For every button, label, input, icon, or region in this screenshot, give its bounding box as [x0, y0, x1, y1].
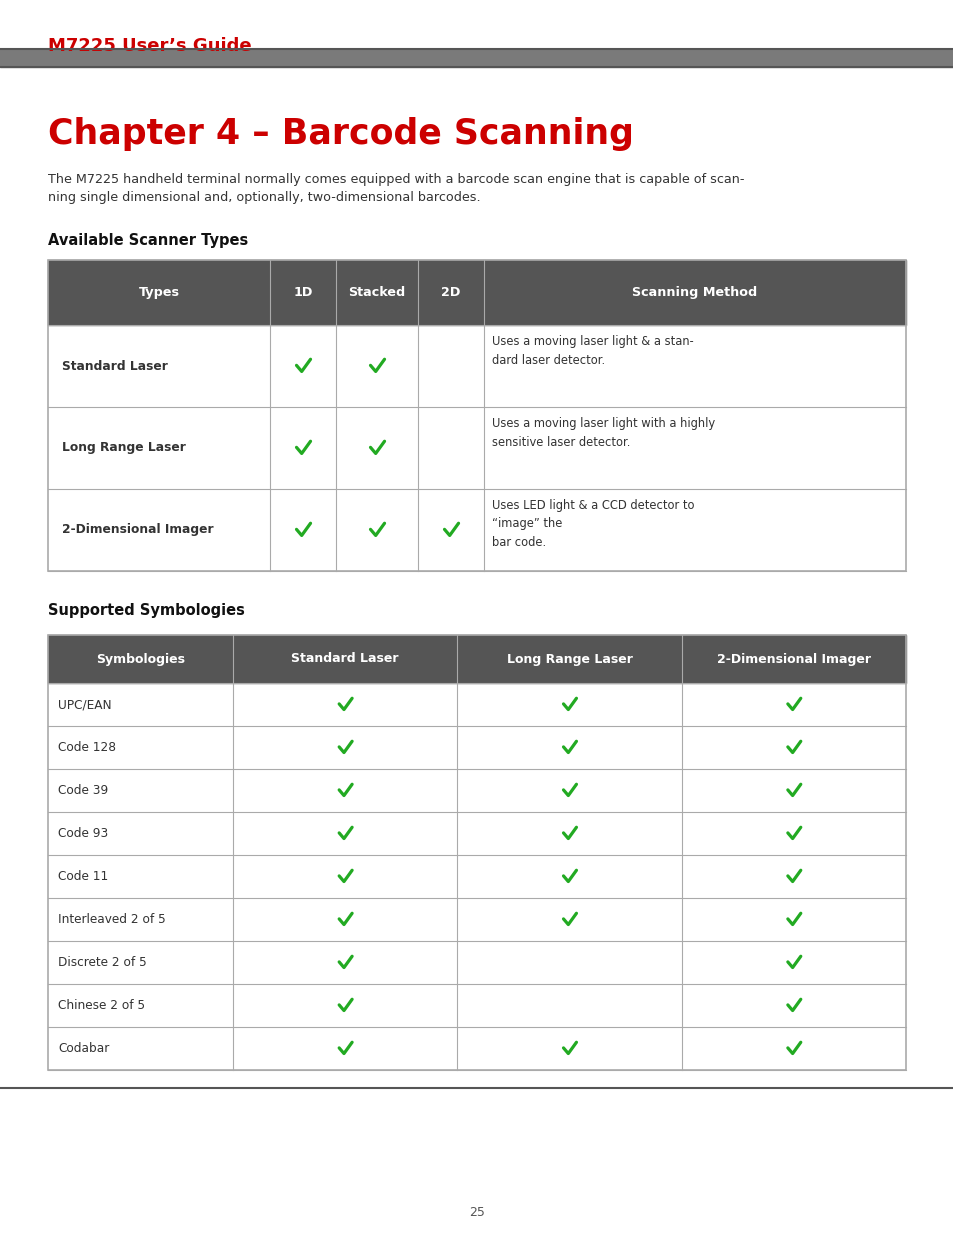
Bar [48, 683, 905, 726]
Text: M7225 User’s Guide: M7225 User’s Guide [48, 37, 252, 56]
Text: 2-Dimensional Imager: 2-Dimensional Imager [62, 524, 213, 536]
Bar [48, 635, 905, 683]
Text: Code 11: Code 11 [58, 869, 108, 883]
Text: Chinese 2 of 5: Chinese 2 of 5 [58, 999, 145, 1011]
Text: Scanning Method: Scanning Method [632, 287, 757, 299]
Text: Long Range Laser: Long Range Laser [62, 441, 186, 454]
Text: Stacked: Stacked [348, 287, 405, 299]
Text: Chapter 4 – Barcode Scanning: Chapter 4 – Barcode Scanning [48, 117, 633, 151]
Text: Symbologies: Symbologies [96, 652, 185, 666]
Text: UPC/EAN: UPC/EAN [58, 698, 112, 711]
Text: Standard Laser: Standard Laser [62, 359, 168, 373]
Text: Supported Symbologies: Supported Symbologies [48, 603, 245, 618]
Text: Uses a moving laser light with a highly
sensitive laser detector.: Uses a moving laser light with a highly … [492, 417, 715, 448]
Text: Code 93: Code 93 [58, 827, 108, 840]
Bar [48, 635, 905, 1070]
Bar [48, 941, 905, 984]
Bar [48, 898, 905, 941]
Text: 1D: 1D [293, 287, 313, 299]
Bar [48, 261, 905, 571]
Text: Uses LED light & a CCD detector to
“image” the
bar code.: Uses LED light & a CCD detector to “imag… [492, 499, 694, 550]
Text: Code 128: Code 128 [58, 741, 116, 755]
Text: Standard Laser: Standard Laser [291, 652, 398, 666]
Bar [48, 408, 905, 489]
Text: The M7225 handheld terminal normally comes equipped with a barcode scan engine t: The M7225 handheld terminal normally com… [48, 173, 743, 205]
Text: 2D: 2D [441, 287, 460, 299]
Bar [48, 325, 905, 408]
Bar [48, 769, 905, 811]
Text: Codabar: Codabar [58, 1042, 110, 1055]
Text: 2-Dimensional Imager: 2-Dimensional Imager [716, 652, 870, 666]
Bar [48, 1028, 905, 1070]
Bar [48, 489, 905, 571]
Text: Long Range Laser: Long Range Laser [506, 652, 632, 666]
Bar [48, 261, 905, 325]
Bar [0, 49, 953, 67]
Bar [48, 726, 905, 769]
Bar [48, 811, 905, 855]
Text: 25: 25 [469, 1207, 484, 1219]
Text: Code 39: Code 39 [58, 784, 108, 797]
Text: Interleaved 2 of 5: Interleaved 2 of 5 [58, 913, 166, 926]
Text: Uses a moving laser light & a stan-
dard laser detector.: Uses a moving laser light & a stan- dard… [492, 335, 693, 367]
Text: Types: Types [138, 287, 179, 299]
Text: Available Scanner Types: Available Scanner Types [48, 233, 248, 248]
Text: Discrete 2 of 5: Discrete 2 of 5 [58, 956, 147, 969]
Bar [48, 984, 905, 1028]
Bar [48, 855, 905, 898]
